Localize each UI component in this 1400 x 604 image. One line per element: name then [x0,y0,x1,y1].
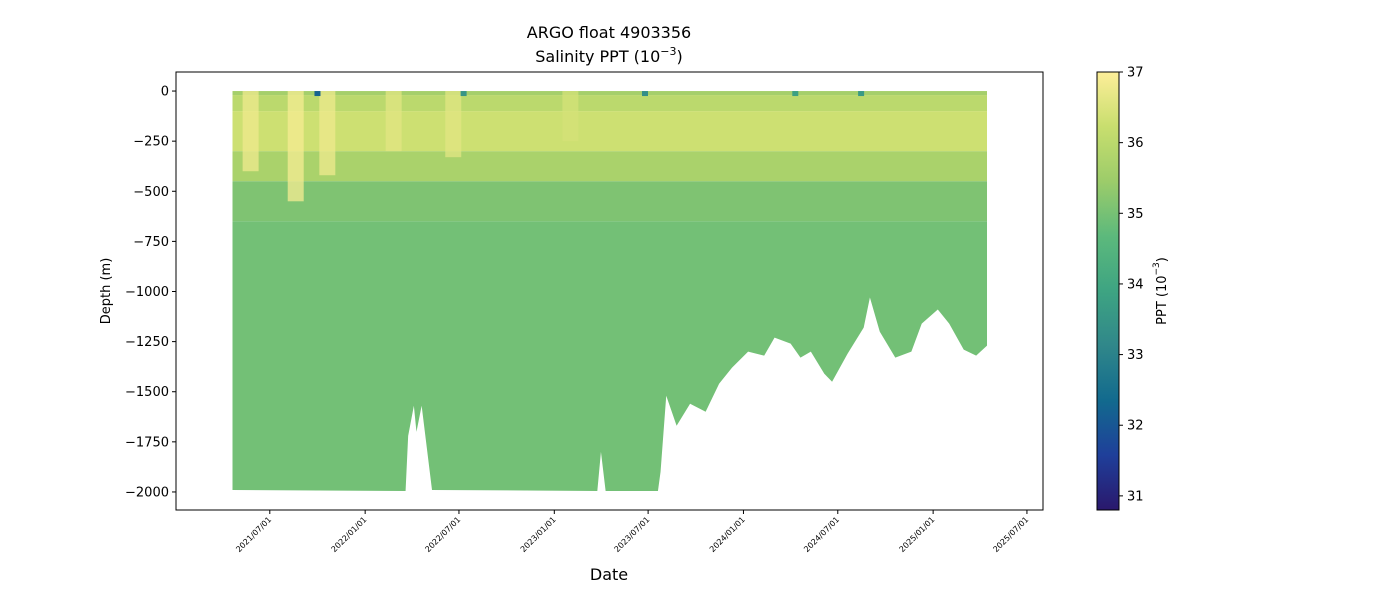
plot-frame [175,71,1044,511]
salinity-layer [232,221,988,491]
surface-fresh-patch [314,91,321,97]
salinity-layer [232,111,988,152]
colorbar-tick-label: 31 [1127,489,1144,504]
colorbar-label-exponent: −3 [1152,262,1162,275]
chart-subtitle-exponent: −3 [660,45,676,58]
salinity-layer [232,91,988,96]
y-tick-label: −1000 [125,285,169,300]
salinity-layer [232,181,988,222]
salinity-layer [232,95,988,112]
y-tick-label: −2000 [125,485,169,500]
colorbar-tick-label: 37 [1127,66,1144,81]
chart-title: ARGO float 4903356 [527,23,691,42]
high-salinity-streak [385,91,402,152]
colorbar-tick-label: 36 [1127,136,1144,151]
colorbar-label: PPT (10−3) [1152,257,1170,325]
x-tick-label: 2021/07/01 [234,515,273,554]
surface-fresh-patch [858,91,865,97]
x-tick-label: 2025/07/01 [991,515,1030,554]
x-tick-label: 2022/07/01 [423,515,462,554]
colorbar-tick-label: 33 [1127,348,1144,363]
surface-fresh-patch [792,91,799,97]
y-tick-label: −1750 [125,435,169,450]
y-tick-label: −500 [133,185,169,200]
y-axis-label: Depth (m) [99,258,114,325]
y-tick-label: −1250 [125,335,169,350]
high-salinity-streak [287,91,304,202]
y-tick-label: 0 [161,85,169,100]
x-axis: 2021/07/01 2022/01/01 2022/07/01 2023/01/01… [234,510,1030,554]
surface-fresh-patch [460,91,467,97]
x-tick-label: 2024/07/01 [802,515,841,554]
x-tick-label: 2023/01/01 [519,515,558,554]
high-salinity-streak [242,91,259,172]
colorbar [1096,71,1120,511]
x-tick-label: 2024/01/01 [708,515,747,554]
plot-area [232,91,988,491]
surface-fresh-patch [641,91,648,97]
colorbar-tick-label: 35 [1127,207,1144,222]
y-tick-label: −250 [133,135,169,150]
x-tick-label: 2022/01/01 [330,515,369,554]
colorbar-axis: 31 32 33 34 35 36 37 [1119,66,1144,504]
chart-subtitle: Salinity PPT (10−3) [535,45,683,66]
y-axis: 0 −250 −500 −750 −1000 −1250 −1500 −1750 −2000 [125,85,176,500]
x-axis-label: Date [590,565,628,584]
colorbar-tick-label: 34 [1127,277,1144,292]
high-salinity-streak [562,91,579,142]
high-salinity-streak [445,91,462,158]
y-tick-label: −1500 [125,385,169,400]
x-tick-label: 2023/07/01 [613,515,652,554]
y-tick-label: −750 [133,235,169,250]
x-tick-label: 2025/01/01 [898,515,937,554]
salinity-layer [232,151,988,182]
colorbar-tick-label: 32 [1127,419,1144,434]
high-salinity-streak [319,91,336,176]
